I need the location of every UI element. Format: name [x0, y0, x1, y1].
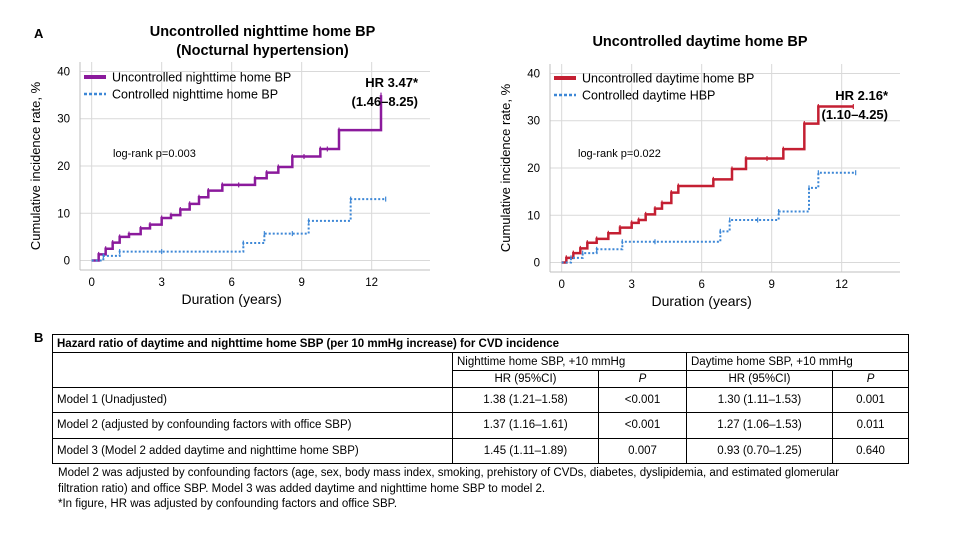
- panel-b-label: B: [34, 330, 44, 345]
- legend-label: Uncontrolled daytime home BP: [582, 72, 754, 86]
- group-header-night: Nighttime home SBP, +10 mmHg: [452, 352, 687, 371]
- chart1-title-line1: Uncontrolled nighttime home BP: [149, 24, 376, 40]
- chart1-title: Uncontrolled nighttime home BP (Nocturna…: [100, 23, 425, 61]
- cell-day-p: 0.640: [831, 437, 910, 465]
- cell-night-p: <0.001: [598, 386, 687, 414]
- y-tick-label: 10: [527, 210, 540, 222]
- hr-annotation: HR 3.47*: [365, 75, 419, 90]
- x-axis-label: Duration (years): [651, 293, 751, 309]
- group-header-day: Daytime home SBP, +10 mmHg: [685, 352, 910, 371]
- legend-label: Controlled nighttime home BP: [112, 88, 278, 102]
- y-tick-label: 0: [534, 258, 540, 270]
- y-tick-label: 10: [57, 208, 70, 220]
- x-tick-label: 0: [558, 279, 564, 291]
- chart1-title-line2: (Nocturnal hypertension): [176, 43, 349, 59]
- footnote-line: Model 2 was adjusted by confounding fact…: [58, 467, 840, 479]
- x-axis-label: Duration (years): [181, 291, 281, 307]
- footnotes: Model 2 was adjusted by confounding fact…: [58, 466, 918, 513]
- cell-night-hr: 1.45 (1.11–1.89): [452, 437, 599, 465]
- table-corner: [52, 352, 453, 388]
- chart-daytime-bp: 0 3 6 9 12 0 10 20 30 40 Duration (years) Cumulativ…: [498, 64, 900, 309]
- table-title: Hazard ratio of daytime and nighttime ho…: [51, 333, 910, 354]
- row-label: Model 2 (adjusted by confounding factors…: [52, 412, 453, 439]
- cell-day-p: 0.001: [831, 386, 910, 414]
- col-header-night-p: P: [598, 369, 687, 388]
- cell-day-p: 0.011: [831, 412, 910, 439]
- x-tick-label: 9: [298, 277, 304, 289]
- cell-day-hr: 1.30 (1.11–1.53): [686, 386, 833, 414]
- cell-night-p: <0.001: [598, 412, 687, 439]
- y-tick-label: 40: [527, 68, 540, 80]
- series-line-controlled: [91, 198, 386, 262]
- footnote-line: filtration ratio) and office SBP. Model …: [58, 482, 546, 495]
- chart2-title-line1: Uncontrolled daytime home BP: [592, 34, 808, 50]
- cell-day-hr: 0.93 (0.70–1.25): [686, 437, 833, 465]
- chart2-title: Uncontrolled daytime home BP: [540, 33, 860, 52]
- x-tick-label: 12: [835, 279, 848, 291]
- x-tick-label: 9: [768, 279, 774, 291]
- y-axis-label: Cumulative incidence rate, %: [28, 81, 43, 250]
- x-tick-label: 0: [88, 277, 94, 289]
- col-header-night-hr: HR (95%CI): [452, 369, 599, 388]
- panel-a-label: A: [34, 26, 44, 41]
- x-tick-label: 3: [628, 279, 634, 291]
- legend-label: Uncontrolled nighttime home BP: [112, 71, 291, 85]
- cell-day-hr: 1.27 (1.06–1.53): [686, 412, 833, 439]
- x-tick-label: 6: [698, 279, 704, 291]
- footnote-line: *In figure, HR was adjusted by confoundi…: [58, 498, 398, 510]
- y-tick-label: 40: [57, 66, 70, 78]
- series-line-uncontrolled: [91, 95, 383, 262]
- series-line-uncontrolled: [561, 105, 854, 264]
- table-row: Model 1 (Unadjusted) 1.38 (1.21–1.58) <0…: [52, 386, 910, 414]
- y-tick-label: 30: [57, 114, 70, 126]
- y-tick-label: 20: [57, 161, 70, 173]
- legend-label: Controlled daytime HBP: [582, 89, 715, 103]
- table-row: Model 2 (adjusted by confounding factors…: [52, 412, 910, 439]
- y-tick-label: 0: [64, 256, 70, 268]
- y-axis-label: Cumulative incidence rate, %: [498, 83, 513, 252]
- cell-night-hr: 1.37 (1.16–1.61): [452, 412, 599, 439]
- x-tick-label: 6: [228, 277, 234, 289]
- hr-annotation: HR 2.16*: [835, 88, 889, 103]
- x-tick-label: 3: [158, 277, 164, 289]
- cell-night-hr: 1.38 (1.21–1.58): [452, 386, 599, 414]
- hazard-ratio-table: Hazard ratio of daytime and nighttime ho…: [51, 333, 910, 465]
- row-label: Model 3 (Model 2 added daytime and night…: [52, 437, 453, 465]
- cell-night-p: 0.007: [598, 437, 687, 465]
- x-tick-label: 12: [365, 277, 378, 289]
- table-row: Model 3 (Model 2 added daytime and night…: [52, 437, 910, 465]
- col-header-day-p: P: [831, 369, 910, 388]
- y-tick-label: 20: [527, 163, 540, 175]
- y-tick-label: 30: [527, 116, 540, 128]
- row-label: Model 1 (Unadjusted): [52, 386, 453, 414]
- logrank-annotation: log-rank p=0.003: [113, 148, 196, 160]
- logrank-annotation: log-rank p=0.022: [578, 148, 661, 160]
- chart-nighttime-bp: 0 3 6 9 12 0 10 20 30 40 Duration (years) Cumulativ…: [28, 62, 430, 307]
- col-header-day-hr: HR (95%CI): [686, 369, 833, 388]
- hr-ci-annotation: (1.46–8.25): [352, 94, 419, 109]
- hr-ci-annotation: (1.10–4.25): [822, 107, 889, 122]
